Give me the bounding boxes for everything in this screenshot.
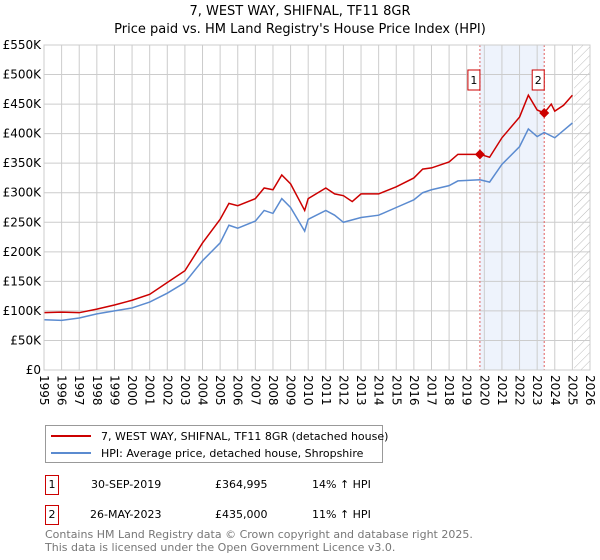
x-tick-label: 2004 bbox=[196, 375, 210, 406]
x-tick-label: 2021 bbox=[495, 375, 509, 406]
forecast-hatch bbox=[574, 45, 590, 370]
sale-date: 26-MAY-2023 bbox=[90, 508, 162, 521]
y-tick-label: £400K bbox=[3, 127, 43, 141]
series-line bbox=[43, 122, 573, 322]
chart-title: 7, WEST WAY, SHIFNAL, TF11 8GR bbox=[189, 4, 411, 19]
x-tick-label: 2005 bbox=[213, 375, 227, 406]
y-tick-label: £100K bbox=[3, 304, 43, 318]
footer-licence: This data is licensed under the Open Gov… bbox=[45, 541, 396, 554]
x-tick-label: 1995 bbox=[37, 375, 51, 406]
legend-swatch-hpi bbox=[51, 452, 91, 454]
legend-swatch-property bbox=[51, 435, 91, 437]
x-tick-label: 2010 bbox=[301, 375, 315, 406]
sale-label-box bbox=[531, 69, 545, 91]
footer-copyright: Contains HM Land Registry data © Crown c… bbox=[45, 528, 473, 541]
y-tick-label: £350K bbox=[3, 156, 43, 170]
sale-hpi-diff: 14% ↑ HPI bbox=[312, 478, 371, 491]
sale-marker-badge: 1 bbox=[45, 475, 59, 495]
sale-marker-badge: 2 bbox=[45, 505, 59, 525]
legend-label: 7, WEST WAY, SHIFNAL, TF11 8GR (detached… bbox=[101, 429, 389, 443]
price-chart: 1995 1996 1997 1998 1999 2000 2001 2002 2003 2004… bbox=[3, 38, 597, 406]
x-tick-label: 2001 bbox=[143, 375, 157, 406]
x-tick-label: 1998 bbox=[90, 375, 104, 406]
x-tick-label: 1999 bbox=[107, 375, 121, 406]
series-line bbox=[43, 93, 573, 314]
x-tick-label: 2006 bbox=[231, 375, 245, 406]
sale-hpi-diff: 11% ↑ HPI bbox=[312, 508, 371, 521]
x-tick-label: 2022 bbox=[513, 375, 527, 406]
x-tick-label: 2025 bbox=[565, 375, 579, 406]
x-tick-label: 2009 bbox=[284, 375, 298, 406]
x-tick-label: 2020 bbox=[477, 375, 491, 406]
x-tick-label: 1997 bbox=[72, 375, 86, 406]
x-tick-label: 2026 bbox=[583, 375, 597, 406]
y-tick-label: £200K bbox=[3, 245, 43, 259]
legend-item-hpi: HPI: Average price, detached house, Shro… bbox=[51, 445, 363, 461]
legend: 7, WEST WAY, SHIFNAL, TF11 8GR (detached… bbox=[45, 425, 388, 463]
y-tick-label: £300K bbox=[3, 186, 43, 200]
y-tick-label: £0 bbox=[26, 363, 41, 377]
y-tick-label: £450K bbox=[3, 97, 43, 111]
plot-frame bbox=[43, 44, 591, 371]
y-tick-label: £550K bbox=[3, 38, 43, 52]
y-tick-label: £150K bbox=[3, 274, 43, 288]
x-tick-label: 2014 bbox=[372, 375, 386, 406]
footer: Contains HM Land Registry data © Crown c… bbox=[45, 528, 473, 554]
y-tick-label: £500K bbox=[3, 68, 43, 82]
x-tick-label: 2002 bbox=[160, 375, 174, 406]
shaded-period bbox=[479, 45, 545, 370]
sale-point-marker bbox=[539, 107, 550, 118]
sale-label-box bbox=[467, 69, 481, 91]
y-tick-label: £50K bbox=[10, 333, 42, 347]
y-tick-label: £250K bbox=[3, 215, 43, 229]
x-tick-label: 2007 bbox=[248, 375, 262, 406]
legend-label: HPI: Average price, detached house, Shro… bbox=[101, 446, 364, 460]
x-tick-label: 2015 bbox=[389, 375, 403, 406]
legend-item-property: 7, WEST WAY, SHIFNAL, TF11 8GR (detached… bbox=[51, 428, 388, 444]
x-tick-label: 2000 bbox=[125, 375, 139, 406]
x-tick-label: 2016 bbox=[407, 375, 421, 406]
x-tick-label: 2023 bbox=[530, 375, 544, 406]
x-tick-label: 2012 bbox=[336, 375, 350, 406]
sale-date: 30-SEP-2019 bbox=[91, 478, 162, 491]
sale-point-marker bbox=[474, 149, 485, 160]
x-tick-label: 2013 bbox=[354, 375, 368, 406]
x-tick-label: 2018 bbox=[442, 375, 456, 406]
x-tick-label: 2003 bbox=[178, 375, 192, 406]
x-tick-label: 2017 bbox=[424, 375, 438, 406]
sale-label: 2 bbox=[535, 74, 542, 87]
sale-price: £364,995 bbox=[215, 478, 268, 491]
x-tick-label: 2019 bbox=[460, 375, 474, 406]
sale-price: £435,000 bbox=[215, 508, 268, 521]
x-tick-label: 1996 bbox=[55, 375, 69, 406]
x-tick-label: 2008 bbox=[266, 375, 280, 406]
chart-subtitle: Price paid vs. HM Land Registry's House … bbox=[114, 22, 486, 37]
x-tick-label: 2024 bbox=[548, 375, 562, 406]
x-tick-label: 2011 bbox=[319, 375, 333, 406]
sale-label: 1 bbox=[470, 74, 477, 87]
